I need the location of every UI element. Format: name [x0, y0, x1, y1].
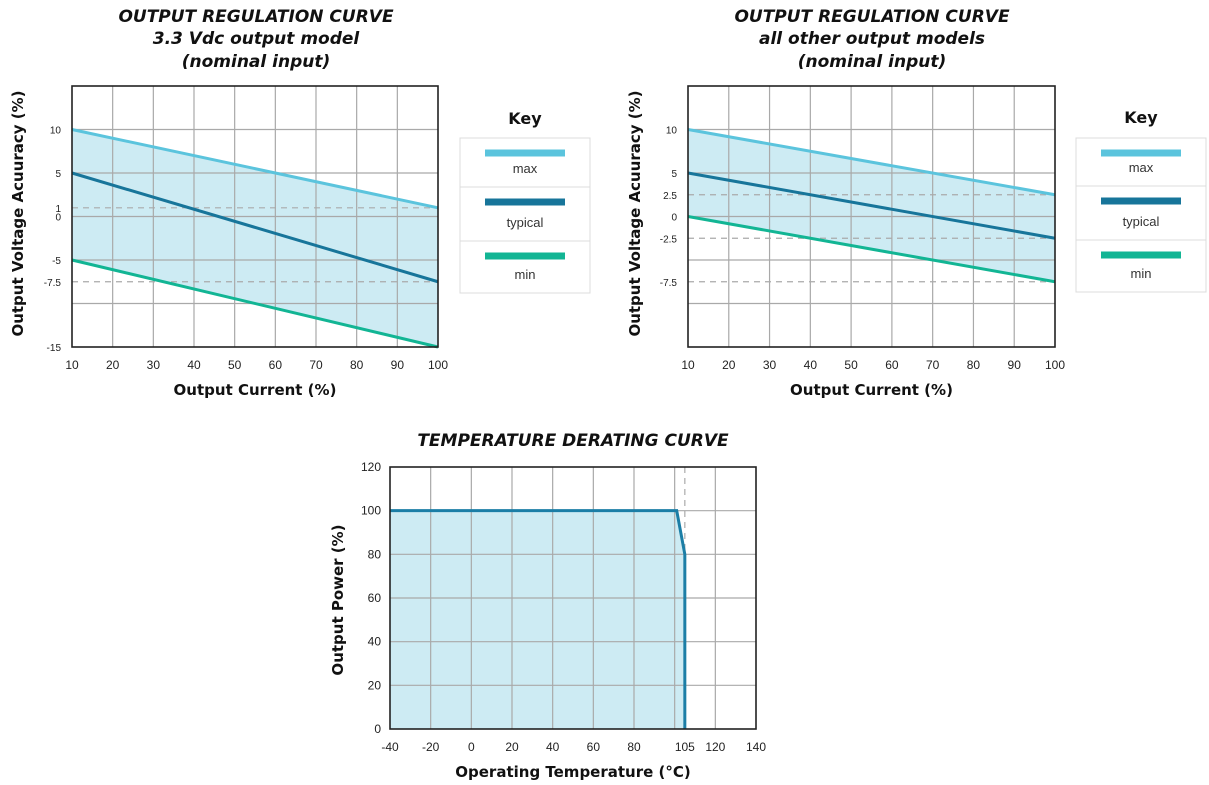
- y-tick-label: 120: [361, 460, 381, 474]
- legend-box: [1075, 137, 1207, 293]
- legend-title: Key: [508, 109, 542, 128]
- x-tick-label: 40: [804, 358, 818, 372]
- temperature-derating-chart: TEMPERATURE DERATING CURVE -40 -20 0 20 40 60 8…: [329, 431, 766, 781]
- x-tick-label: 120: [705, 740, 725, 754]
- y-tick-label: 10: [666, 126, 678, 137]
- x-tick-label: -40: [381, 740, 399, 754]
- y-tick-label: 1: [55, 204, 61, 215]
- y-tick-label: 0: [671, 213, 677, 224]
- series-line-typical: [687, 171, 1056, 240]
- y-tick-label: 80: [368, 547, 382, 561]
- y-tick-label: 10: [50, 126, 62, 137]
- y-tick-label: -15: [47, 343, 62, 354]
- y-tick-label: -7.5: [44, 278, 62, 289]
- derating-line: [390, 509, 687, 729]
- series-line-max: [687, 128, 1056, 197]
- series-line-min: [687, 215, 1056, 284]
- x-tick-label: 20: [106, 358, 120, 372]
- legend: Key max typical min: [459, 109, 591, 294]
- x-tick-label: 80: [350, 358, 364, 372]
- x-tick-label: 50: [844, 358, 858, 372]
- legend-title: Key: [1124, 108, 1158, 127]
- y-tick-label: 100: [361, 504, 381, 518]
- x-tick-label: 90: [391, 358, 405, 372]
- x-axis-title: Output Current (%): [174, 381, 337, 399]
- regulation-band: [72, 129, 438, 347]
- x-tick-label: 140: [746, 740, 766, 754]
- plot-frame: [71, 85, 439, 348]
- legend-label-min: min: [1131, 266, 1152, 281]
- y-tick-label: 5: [671, 169, 677, 180]
- y-tick-label: 5: [55, 169, 61, 180]
- legend-swatch-min: [1101, 251, 1181, 259]
- legend-label-typical: typical: [1123, 214, 1160, 229]
- y-axis-title: Output Power (%): [329, 524, 347, 675]
- chart-title-line: all other output models: [759, 29, 985, 49]
- y-tick-label: -7.5: [660, 278, 678, 289]
- y-tick-label: 0: [374, 722, 381, 736]
- chart-title-line: 3.3 Vdc output model: [153, 29, 361, 49]
- legend: Key max typical min: [1075, 108, 1207, 293]
- y-tick-label: 20: [368, 678, 382, 692]
- legend-label-typical: typical: [507, 215, 544, 230]
- x-tick-label: 40: [546, 740, 560, 754]
- series-line-max: [71, 128, 439, 210]
- legend-swatch-max: [485, 149, 565, 157]
- plot-frame: [389, 466, 757, 730]
- legend-swatch-max: [1101, 149, 1181, 157]
- x-tick-label: 105: [675, 740, 695, 754]
- legend-label-max: max: [513, 161, 538, 176]
- legend-box: [459, 137, 591, 294]
- chart-title-line: OUTPUT REGULATION CURVE: [734, 7, 1010, 27]
- legend-label-max: max: [1129, 160, 1154, 175]
- x-tick-label: 30: [147, 358, 161, 372]
- x-tick-label: 100: [1045, 358, 1065, 372]
- y-tick-label: 0: [55, 213, 61, 224]
- x-axis-title: Operating Temperature (°C): [455, 763, 690, 781]
- x-tick-label: 60: [269, 358, 283, 372]
- x-tick-label: 60: [885, 358, 899, 372]
- chart-title: TEMPERATURE DERATING CURVE: [417, 431, 729, 451]
- series-line-typical: [71, 171, 439, 284]
- x-tick-label: 70: [926, 358, 940, 372]
- legend-swatch-typical: [1101, 197, 1181, 205]
- x-tick-label: 90: [1008, 358, 1022, 372]
- chart-title-line: (nominal input): [182, 52, 331, 72]
- x-tick-label: 20: [505, 740, 519, 754]
- x-tick-label: 20: [722, 358, 736, 372]
- legend-swatch-typical: [485, 198, 565, 206]
- grid: [688, 86, 1055, 347]
- x-tick-label: 100: [428, 358, 448, 372]
- legend-label-min: min: [515, 267, 536, 282]
- plot-frame: [687, 85, 1056, 348]
- y-tick-label: -5: [52, 256, 61, 267]
- x-tick-label: 50: [228, 358, 242, 372]
- y-axis-title: Output Voltage Acuuracy (%): [9, 90, 27, 336]
- x-tick-label: 70: [309, 358, 323, 372]
- x-tick-label: 80: [967, 358, 981, 372]
- y-tick-label: 60: [368, 591, 382, 605]
- chart-title-line: (nominal input): [798, 52, 947, 72]
- y-axis-title: Output Voltage Acuuracy (%): [626, 90, 644, 336]
- x-tick-label: 0: [468, 740, 475, 754]
- y-tick-label: 40: [368, 635, 382, 649]
- x-tick-label: 10: [681, 358, 695, 372]
- series-line-min: [71, 258, 439, 349]
- y-tick-label: 2.5: [663, 191, 677, 202]
- x-tick-label: 30: [763, 358, 777, 372]
- derating-area: [390, 510, 685, 729]
- x-tick-label: -20: [422, 740, 440, 754]
- chart-title-line: OUTPUT REGULATION CURVE: [118, 7, 394, 27]
- x-tick-label: 40: [187, 358, 201, 372]
- x-tick-label: 10: [65, 358, 79, 372]
- legend-swatch-min: [485, 252, 565, 260]
- x-tick-label: 60: [587, 740, 601, 754]
- y-tick-label: -2.5: [660, 234, 678, 245]
- x-tick-label: 80: [627, 740, 641, 754]
- x-axis-title: Output Current (%): [790, 381, 953, 399]
